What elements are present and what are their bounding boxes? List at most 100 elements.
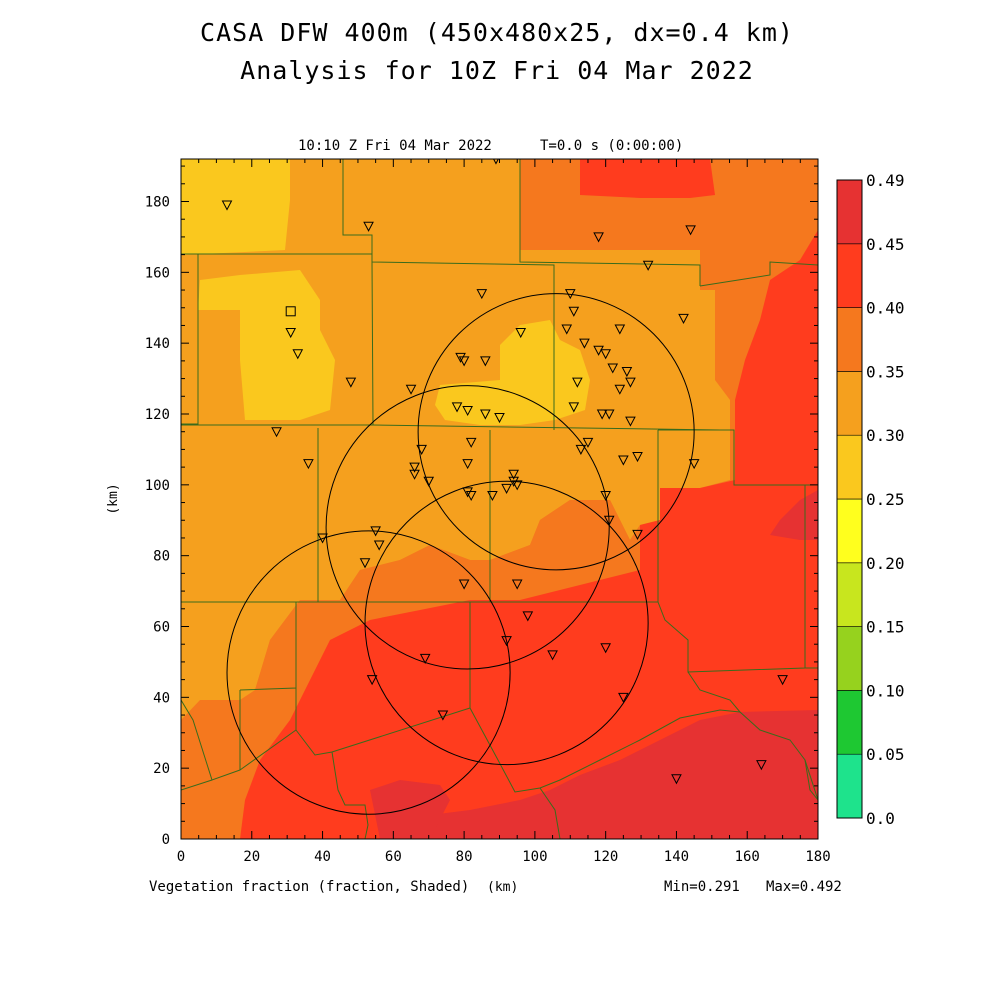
station-marker — [756, 760, 767, 771]
county-boundaries — [181, 159, 818, 839]
station-marker — [366, 675, 378, 686]
y-tick-label: 140 — [145, 336, 170, 352]
y-tick-label: 80 — [153, 549, 170, 565]
colorbar-swatch — [836, 690, 863, 755]
y-axis: 0 20 40 60 80 100 120 140 160 180 — [145, 165, 818, 848]
station-marker — [572, 377, 583, 388]
station-marker — [345, 377, 357, 388]
shade-0.25-northwest — [181, 159, 290, 255]
station-marker — [455, 352, 466, 363]
station-marker — [607, 363, 619, 374]
colorbar-label: 0.10 — [866, 681, 905, 700]
station-marker — [632, 452, 643, 463]
shade-0.25-west — [198, 270, 335, 420]
shade-0.35-band — [181, 500, 640, 839]
station-marker — [409, 462, 420, 473]
colorbar-label: 0.49 — [866, 171, 905, 190]
radar-range-rings — [226, 293, 695, 815]
station-marker — [564, 289, 576, 300]
station-marker — [614, 384, 626, 395]
station-marker — [292, 349, 304, 360]
y-tick-label: 60 — [153, 620, 170, 636]
station-markers — [221, 159, 788, 785]
station-marker — [777, 675, 788, 686]
station-marker — [508, 476, 519, 487]
min-value-label: Min=0.291 — [664, 879, 740, 895]
station-marker — [625, 377, 636, 388]
station-marker — [600, 490, 611, 502]
vegetation-fraction-map — [181, 159, 818, 839]
station-marker — [271, 427, 282, 438]
station-marker — [285, 328, 297, 339]
y-tick-label: 20 — [153, 761, 170, 777]
colorbar-label: 0.30 — [866, 426, 905, 445]
x-tick-label: 100 — [522, 849, 547, 865]
x-tick-label: 0 — [177, 849, 185, 865]
station-marker — [462, 487, 473, 498]
station-marker — [487, 490, 498, 502]
y-tick-label: 120 — [145, 407, 170, 423]
station-marker — [522, 611, 534, 622]
colorbar-swatch — [836, 243, 863, 308]
station-marker — [462, 459, 473, 470]
station-marker — [511, 579, 523, 590]
shade-0.45-southeast — [420, 710, 818, 839]
x-tick-label: 20 — [243, 849, 260, 865]
shade-0.40-north — [580, 159, 715, 198]
main-title-line2: Analysis for 10Z Fri 04 Mar 2022 — [240, 56, 754, 85]
station-marker — [603, 515, 615, 526]
station-marker — [685, 225, 696, 236]
x-axis: 0 20 40 60 80 100 120 140 160 180 — [177, 159, 831, 865]
colorbar-label: 0.05 — [866, 745, 905, 764]
colorbar-label: 0.15 — [866, 618, 905, 637]
station-marker — [419, 653, 431, 664]
station-marker — [370, 526, 381, 537]
y-axis-label: (km) — [106, 483, 121, 514]
shade-0.45-south-patch — [370, 780, 450, 839]
radar-ring-1 — [417, 293, 695, 571]
colorbar-swatch — [836, 562, 863, 627]
y-tick-label: 100 — [145, 478, 170, 494]
station-marker — [462, 405, 473, 417]
station-marker — [405, 384, 417, 395]
y-tick-label: 180 — [145, 195, 170, 211]
station-marker — [600, 643, 611, 654]
station-marker — [582, 437, 594, 448]
station-marker — [476, 289, 488, 300]
station-marker — [642, 260, 654, 271]
max-value-label: Max=0.492 — [766, 879, 842, 895]
colorbar-label: 0.20 — [866, 554, 905, 573]
x-tick-label: 40 — [314, 849, 331, 865]
station-marker — [603, 409, 615, 420]
x-tick-label: 140 — [664, 849, 689, 865]
colorbar-swatch — [836, 179, 863, 245]
radar-ring-2 — [325, 385, 610, 670]
station-marker — [688, 459, 700, 470]
field-label: Vegetation fraction (fraction, Shaded) — [149, 879, 469, 895]
station-marker — [458, 579, 470, 590]
station-marker — [618, 692, 629, 703]
colorbar-swatch — [836, 753, 863, 819]
station-marker — [317, 533, 328, 544]
shade-0.40-east — [240, 159, 818, 839]
station-marker — [480, 409, 491, 420]
station-marker — [303, 459, 314, 470]
y-tick-label: 40 — [153, 690, 170, 706]
station-marker — [451, 402, 463, 413]
x-axis-label: (km) — [487, 880, 518, 895]
station-marker — [614, 324, 626, 335]
station-marker — [501, 636, 512, 647]
station-marker — [678, 313, 689, 324]
station-square-marker — [285, 306, 296, 317]
colorbar-label: 0.40 — [866, 299, 905, 318]
colorbar-label: 0.0 — [866, 809, 895, 828]
radar-ring-4 — [226, 530, 511, 815]
radar-ring-3 — [364, 480, 649, 766]
x-tick-label: 80 — [456, 849, 473, 865]
station-marker — [363, 221, 374, 232]
colorbar-label: 0.35 — [866, 362, 905, 381]
station-marker — [494, 413, 505, 424]
colorbar-swatch — [836, 498, 863, 564]
station-marker — [568, 402, 580, 413]
